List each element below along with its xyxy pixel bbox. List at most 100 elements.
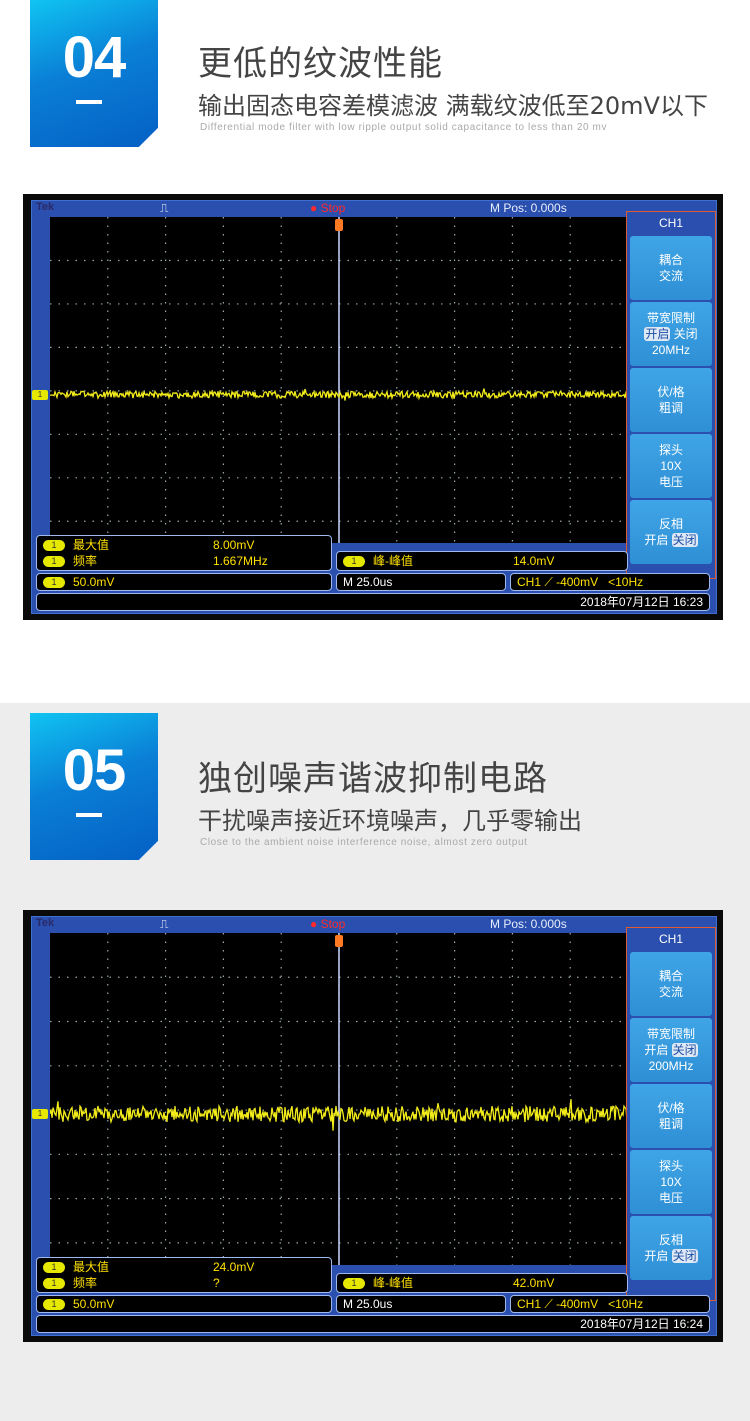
freq-value: ? <box>213 1276 220 1290</box>
max-label: 最大值 <box>73 537 213 553</box>
oscilloscope-photo: Tek ⎍ ● Stop M Pos: 0.000s 1 CH1 耦合 交流 带宽… <box>23 194 723 620</box>
timebase-readout: M 25.0us <box>336 573 506 591</box>
scope-brand: Tek <box>36 917 54 929</box>
trigger-row: CH1 ⟋ -400mV <10Hz <box>517 1296 643 1312</box>
channel1-ground-marker: 1 <box>32 390 48 400</box>
menu-invert[interactable]: 反相 开启 关闭 <box>630 500 712 564</box>
oscilloscope-screen: Tek ⎍ ● Stop M Pos: 0.000s 1 CH1 耦合 交流 带宽… <box>31 916 717 1336</box>
menu-probe[interactable]: 探头 10X 电压 <box>630 434 712 498</box>
invert-label: 反相 <box>630 1232 712 1248</box>
vdiv-value: 粗调 <box>630 1116 712 1132</box>
scope-status-bar: Tek ⎍ ● Stop M Pos: 0.000s <box>32 201 626 217</box>
menu-volts-div[interactable]: 伏/格 粗调 <box>630 368 712 432</box>
bw-value: 20MHz <box>630 342 712 358</box>
ch1-chip: 1 <box>43 577 65 588</box>
scope-status-bar: Tek ⎍ ● Stop M Pos: 0.000s <box>32 917 626 933</box>
measurement-box-right: 1 峰-峰值 42.0mV <box>336 1273 628 1293</box>
invert-on: 开启 <box>644 1249 668 1263</box>
ch1-chip: 1 <box>43 556 65 567</box>
volts-per-div: 50.0mV <box>73 1297 114 1311</box>
bw-on: 开启 <box>644 1043 668 1057</box>
vdiv-label: 伏/格 <box>630 1100 712 1116</box>
invert-off: 关闭 <box>672 1249 698 1263</box>
menu-header: CH1 <box>627 212 715 234</box>
measurement-frequency: 1 频率 1.667MHz <box>43 553 268 569</box>
invert-on: 开启 <box>644 533 668 547</box>
measurement-max: 1 最大值 8.00mV <box>43 537 254 553</box>
section-number-badge: 05 <box>30 713 158 860</box>
acquire-pulse-icon: ⎍ <box>160 917 168 932</box>
vdiv-label: 伏/格 <box>630 384 712 400</box>
menu-coupling[interactable]: 耦合 交流 <box>630 952 712 1016</box>
measurement-max: 1 最大值 24.0mV <box>43 1259 254 1275</box>
graticule <box>50 217 628 543</box>
menu-probe[interactable]: 探头 10X 电压 <box>630 1150 712 1214</box>
badge-dash <box>76 100 102 104</box>
ch1-side-menu: CH1 耦合 交流 带宽限制 开启 关闭 20MHz 伏/格 粗调 探头 10X 电压 反相… <box>626 211 716 579</box>
acquisition-status: ● Stop <box>310 917 345 931</box>
volts-per-div: 50.0mV <box>73 575 114 589</box>
horizontal-position: M Pos: 0.000s <box>490 917 567 931</box>
oscilloscope-screen: Tek ⎍ ● Stop M Pos: 0.000s 1 CH1 耦合 交流 带宽… <box>31 200 717 614</box>
menu-bandwidth-limit[interactable]: 带宽限制 开启 关闭 200MHz <box>630 1018 712 1082</box>
acquisition-status: ● Stop <box>310 201 345 215</box>
probe-attenuation: 10X <box>630 458 712 474</box>
trigger-row: CH1 ⟋ -400mV <10Hz <box>517 574 643 590</box>
ch1-chip: 1 <box>43 1299 65 1310</box>
coupling-value: 交流 <box>630 268 712 284</box>
menu-bandwidth-limit[interactable]: 带宽限制 开启 关闭 20MHz <box>630 302 712 366</box>
probe-type: 电压 <box>630 474 712 490</box>
section-number: 05 <box>30 737 158 804</box>
max-value: 24.0mV <box>213 1260 254 1274</box>
ch1-chip: 1 <box>343 556 365 567</box>
ch1-side-menu: CH1 耦合 交流 带宽限制 开启 关闭 200MHz 伏/格 粗调 探头 10X 电压 反… <box>626 927 716 1301</box>
freq-label: 频率 <box>73 553 213 569</box>
section-subtitle-en: Differential mode filter with low ripple… <box>200 122 607 133</box>
timestamp: 2018年07月12日 16:24 <box>36 1315 710 1333</box>
freq-label: 频率 <box>73 1275 213 1291</box>
section-ripple: 04 更低的纹波性能 输出固态电容差模滤波 满载纹波低至20mV以下 Diffe… <box>0 0 750 703</box>
menu-header: CH1 <box>627 928 715 950</box>
trigger-level: CH1 ⟋ -400mV <box>517 1297 598 1311</box>
coupling-value: 交流 <box>630 984 712 1000</box>
timebase-readout: M 25.0us <box>336 1295 506 1313</box>
max-label: 最大值 <box>73 1259 213 1275</box>
acquire-pulse-icon: ⎍ <box>160 201 168 216</box>
probe-label: 探头 <box>630 1158 712 1174</box>
status-text: Stop <box>321 201 346 215</box>
probe-type: 电压 <box>630 1190 712 1206</box>
max-value: 8.00mV <box>213 538 254 552</box>
pp-label: 峰-峰值 <box>373 553 513 569</box>
trigger-readout: CH1 ⟋ -400mV <10Hz <box>510 573 710 591</box>
vdiv-value: 粗调 <box>630 400 712 416</box>
trigger-readout: CH1 ⟋ -400mV <10Hz <box>510 1295 710 1313</box>
measurement-peak-to-peak: 1 峰-峰值 42.0mV <box>343 1275 554 1291</box>
menu-invert[interactable]: 反相 开启 关闭 <box>630 1216 712 1280</box>
menu-volts-div[interactable]: 伏/格 粗调 <box>630 1084 712 1148</box>
section-subtitle-en: Close to the ambient noise interference … <box>200 837 528 848</box>
probe-label: 探头 <box>630 442 712 458</box>
measurement-box-right: 1 峰-峰值 14.0mV <box>336 551 628 571</box>
invert-off: 关闭 <box>672 533 698 547</box>
pp-value: 42.0mV <box>513 1276 554 1290</box>
bw-off: 关闭 <box>674 327 698 341</box>
measurement-frequency: 1 频率? <box>43 1275 220 1291</box>
freq-value: 1.667MHz <box>213 554 268 568</box>
section-subtitle: 输出固态电容差模滤波 满载纹波低至20mV以下 <box>198 86 708 121</box>
bw-label: 带宽限制 <box>630 310 712 326</box>
timestamp: 2018年07月12日 16:23 <box>36 593 710 611</box>
bw-on: 开启 <box>644 327 670 341</box>
section-title: 独创噪声谐波抑制电路 <box>198 751 548 800</box>
ch1-chip: 1 <box>43 1262 65 1273</box>
vscale-row: 1 50.0mV <box>43 1296 114 1312</box>
section-title: 更低的纹波性能 <box>198 36 443 85</box>
menu-coupling[interactable]: 耦合 交流 <box>630 236 712 300</box>
ch1-chip: 1 <box>43 540 65 551</box>
invert-label: 反相 <box>630 516 712 532</box>
trigger-marker-icon <box>335 935 343 947</box>
trigger-level: CH1 ⟋ -400mV <box>517 575 598 589</box>
channel1-ground-marker: 1 <box>32 1109 48 1119</box>
time-per-div: M 25.0us <box>343 1296 392 1312</box>
trigger-marker-icon <box>335 219 343 231</box>
oscilloscope-photo: Tek ⎍ ● Stop M Pos: 0.000s 1 CH1 耦合 交流 带宽… <box>23 910 723 1342</box>
